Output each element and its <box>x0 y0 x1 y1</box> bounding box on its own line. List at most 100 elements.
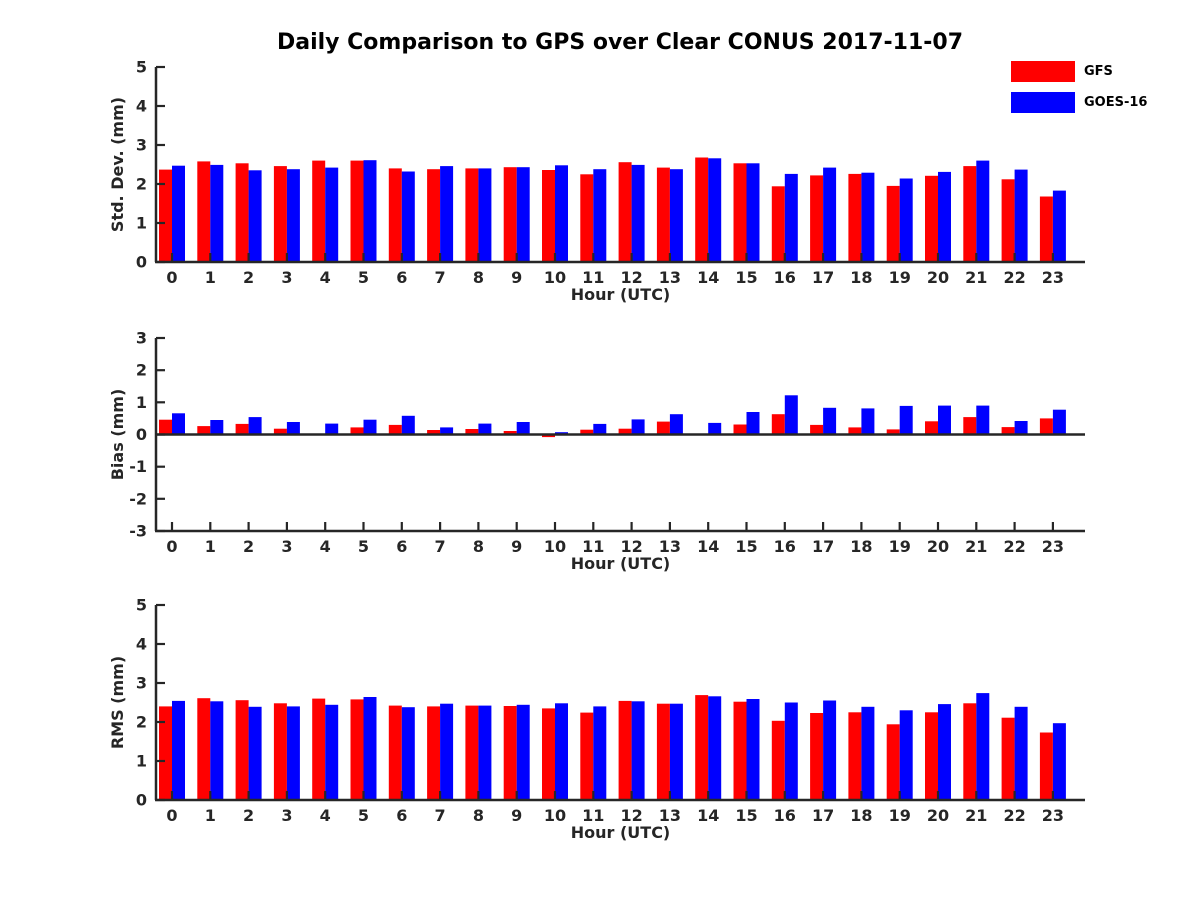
bar-goes16-hour-22 <box>1014 706 1028 800</box>
x-tick-label: 13 <box>659 806 681 825</box>
legend-label-goes16: GOES-16 <box>1084 95 1148 110</box>
x-tick-label: 19 <box>889 537 911 556</box>
x-tick-label: 7 <box>435 806 446 825</box>
bar-gfs-hour-6 <box>388 705 402 800</box>
bar-goes16-hour-12 <box>631 419 645 435</box>
bar-goes16-hour-12 <box>631 164 645 262</box>
y-tick-label: 4 <box>136 635 147 654</box>
bar-gfs-hour-18 <box>848 427 862 435</box>
y-axis-label: RMS (mm) <box>108 656 127 749</box>
x-tick-label: 17 <box>812 537 834 556</box>
x-tick-label: 14 <box>697 806 719 825</box>
bar-gfs-hour-11 <box>580 174 594 263</box>
x-tick-label: 10 <box>544 537 566 556</box>
x-tick-label: 12 <box>620 268 642 287</box>
x-tick-label: 4 <box>320 537 331 556</box>
y-tick-label: -3 <box>129 522 147 541</box>
bar-goes16-hour-9 <box>516 422 530 435</box>
legend-swatch-gfs <box>1011 61 1075 82</box>
bar-goes16-hour-11 <box>593 706 607 800</box>
y-tick-label: 0 <box>136 425 147 444</box>
bar-goes16-hour-19 <box>899 178 913 262</box>
x-tick-label: 7 <box>435 268 446 287</box>
x-tick-label: 18 <box>850 537 872 556</box>
bar-goes16-hour-7 <box>440 166 454 262</box>
bar-goes16-hour-3 <box>286 422 300 435</box>
bar-goes16-hour-9 <box>516 167 530 262</box>
x-tick-label: 17 <box>812 268 834 287</box>
x-tick-label: 20 <box>927 268 949 287</box>
bar-goes16-hour-23 <box>1052 409 1066 435</box>
bar-goes16-hour-17 <box>823 407 837 435</box>
bar-gfs-hour-15 <box>733 163 747 262</box>
x-tick-label: 12 <box>620 806 642 825</box>
x-tick-label: 1 <box>205 806 216 825</box>
bar-goes16-hour-16 <box>784 173 798 262</box>
bar-goes16-hour-10 <box>555 165 568 262</box>
bar-gfs-hour-12 <box>618 162 632 262</box>
bar-gfs-hour-9 <box>503 431 517 435</box>
bar-goes16-hour-13 <box>669 169 683 262</box>
x-tick-label: 22 <box>1003 806 1025 825</box>
bar-goes16-hour-18 <box>861 408 875 435</box>
bar-goes16-hour-14 <box>708 696 722 800</box>
bar-gfs-hour-19 <box>886 185 900 262</box>
x-tick-label: 11 <box>582 537 604 556</box>
bar-goes16-hour-11 <box>593 169 607 262</box>
bar-gfs-hour-1 <box>197 426 211 435</box>
bar-gfs-hour-23 <box>1039 418 1053 435</box>
bar-goes16-hour-18 <box>861 172 875 262</box>
y-axis-label: Bias (mm) <box>108 389 127 481</box>
x-tick-label: 20 <box>927 806 949 825</box>
x-tick-label: 5 <box>358 268 369 287</box>
bar-gfs-hour-20 <box>925 175 938 262</box>
bar-gfs-hour-17 <box>810 175 824 262</box>
bar-goes16-hour-22 <box>1014 421 1028 435</box>
bar-goes16-hour-6 <box>401 171 415 262</box>
bar-gfs-hour-19 <box>886 429 900 435</box>
bar-gfs-hour-22 <box>1001 717 1015 800</box>
bar-gfs-hour-19 <box>886 724 900 800</box>
bar-gfs-hour-1 <box>197 698 211 800</box>
x-tick-label: 23 <box>1042 268 1064 287</box>
x-tick-label: 16 <box>774 537 796 556</box>
x-tick-label: 4 <box>320 268 331 287</box>
bar-goes16-hour-0 <box>172 700 185 800</box>
bar-gfs-hour-8 <box>465 429 479 435</box>
bar-goes16-hour-2 <box>248 170 262 262</box>
bar-goes16-hour-5 <box>363 160 377 262</box>
x-tick-label: 21 <box>965 537 987 556</box>
bar-goes16-hour-17 <box>823 700 837 800</box>
bar-goes16-hour-1 <box>210 420 224 435</box>
bar-gfs-hour-0 <box>159 169 172 262</box>
bar-gfs-hour-11 <box>580 712 594 800</box>
x-tick-label: 16 <box>774 806 796 825</box>
bar-gfs-hour-7 <box>427 430 441 435</box>
bar-goes16-hour-19 <box>899 710 913 800</box>
x-tick-label: 9 <box>511 806 522 825</box>
bar-gfs-hour-8 <box>465 705 479 800</box>
bar-gfs-hour-3 <box>273 703 287 800</box>
bar-gfs-hour-2 <box>235 700 249 800</box>
bar-gfs-hour-1 <box>197 161 211 262</box>
bar-gfs-hour-4 <box>312 698 326 800</box>
y-tick-label: 2 <box>136 175 147 194</box>
x-tick-label: 2 <box>243 268 254 287</box>
bar-gfs-hour-6 <box>388 424 402 435</box>
bar-goes16-hour-16 <box>784 395 798 435</box>
x-tick-label: 16 <box>774 268 796 287</box>
bar-gfs-hour-17 <box>810 713 824 800</box>
bar-goes16-hour-20 <box>938 704 951 800</box>
bar-gfs-hour-17 <box>810 424 824 435</box>
bar-goes16-hour-4 <box>325 704 339 800</box>
bar-gfs-hour-12 <box>618 700 632 800</box>
bar-goes16-hour-7 <box>440 703 454 800</box>
bar-gfs-hour-21 <box>963 703 977 800</box>
bar-goes16-hour-8 <box>478 705 492 800</box>
bar-gfs-hour-2 <box>235 163 249 262</box>
bar-gfs-hour-18 <box>848 712 862 801</box>
bar-goes16-hour-23 <box>1052 723 1066 800</box>
y-tick-label: 1 <box>136 752 147 771</box>
bar-gfs-hour-22 <box>1001 179 1015 262</box>
